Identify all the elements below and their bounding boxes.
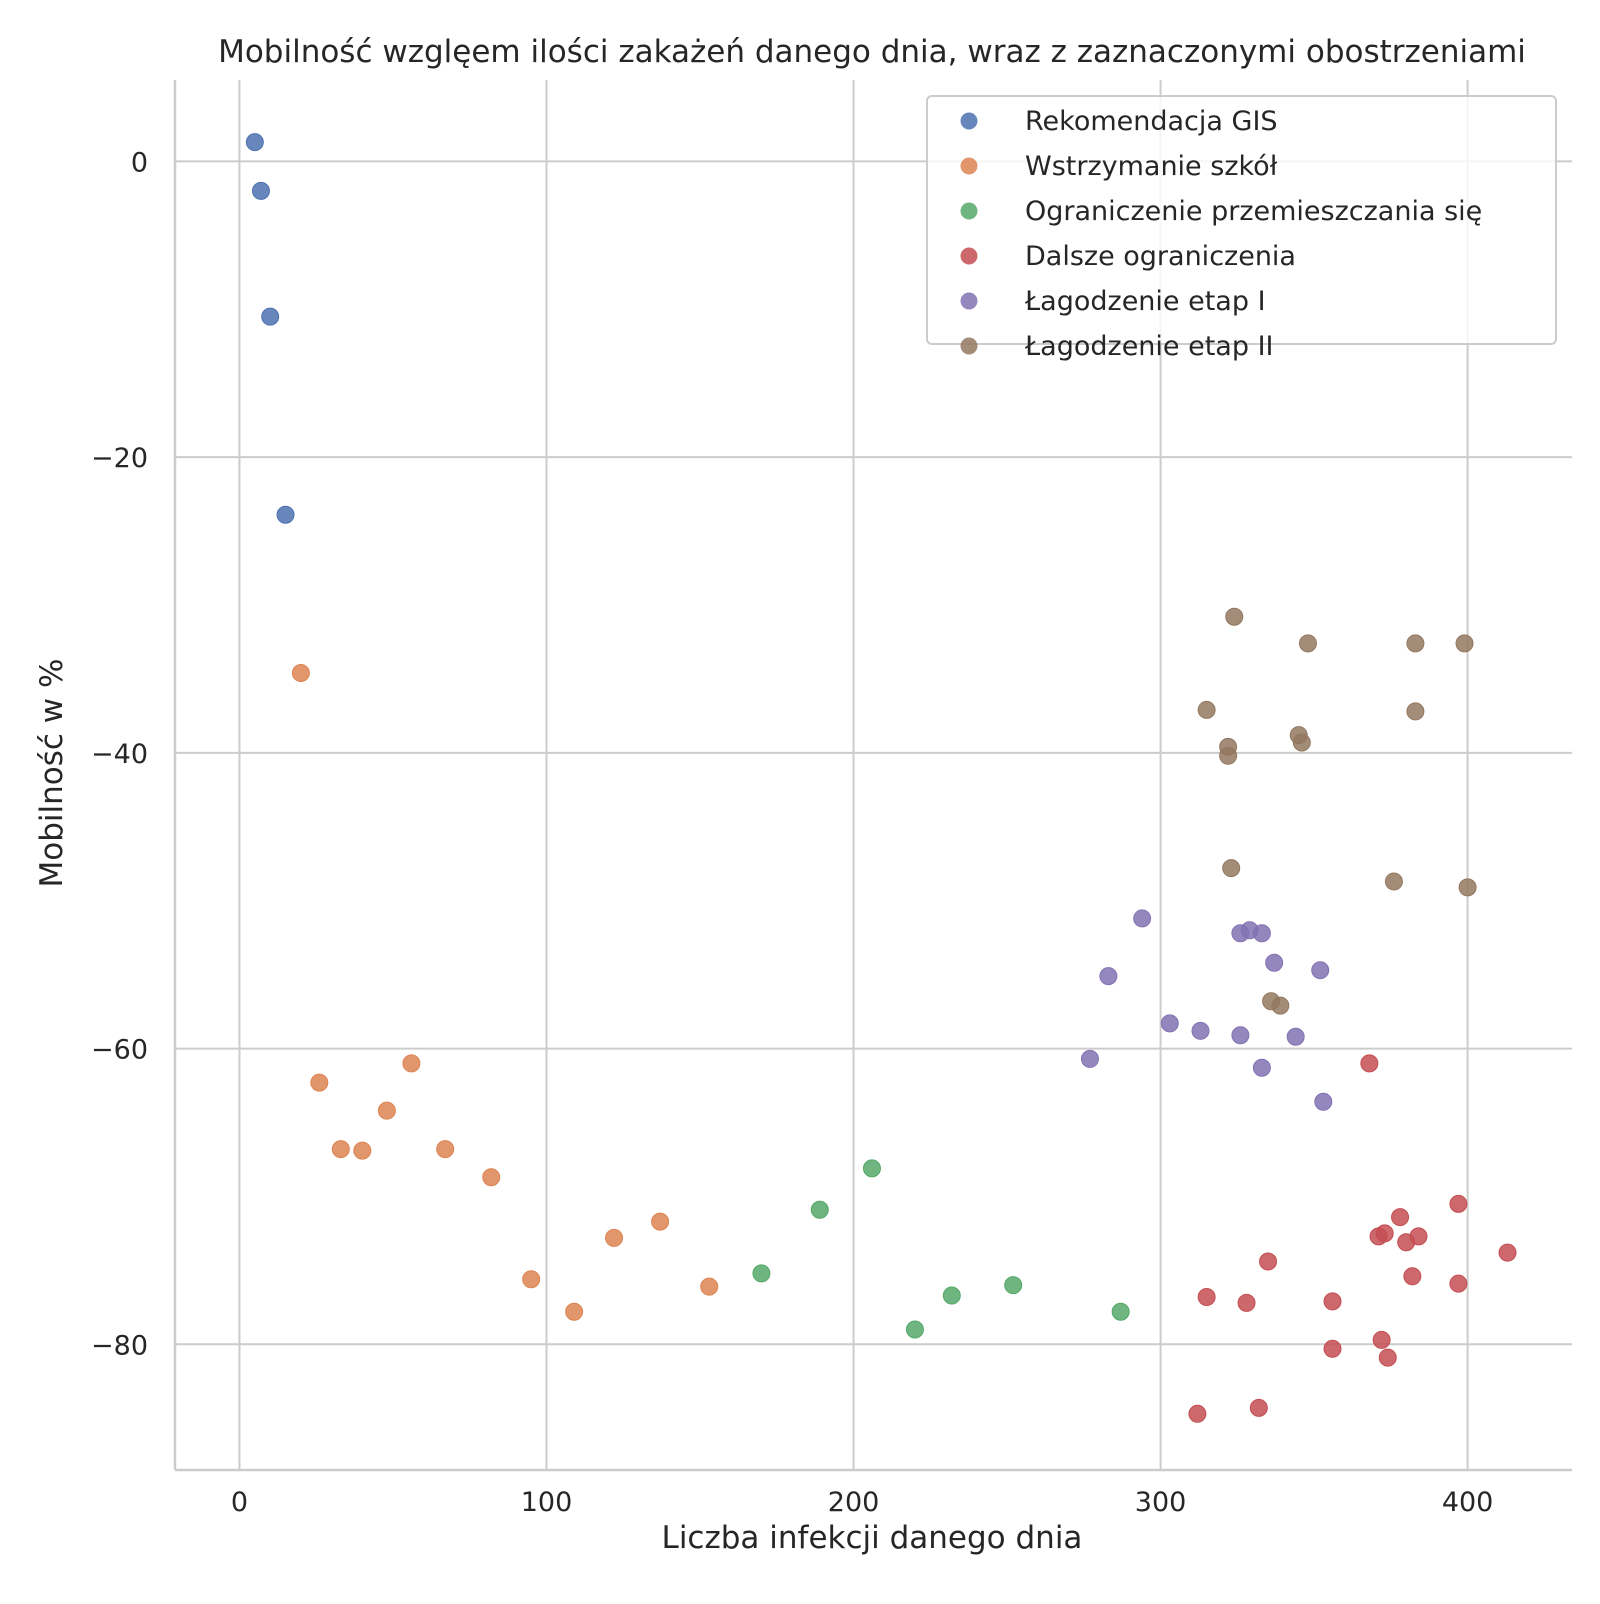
data-point — [1225, 607, 1244, 626]
data-point — [291, 663, 310, 682]
data-point — [1231, 1026, 1250, 1045]
data-point — [1191, 1021, 1210, 1040]
data-point — [942, 1286, 961, 1305]
data-point — [1455, 634, 1474, 653]
x-tick-label: 200 — [828, 1487, 880, 1518]
data-point — [1372, 1330, 1391, 1349]
x-tick-label: 300 — [1135, 1487, 1187, 1518]
data-point — [1111, 1302, 1130, 1321]
data-point — [1099, 967, 1118, 986]
data-point — [1311, 961, 1330, 980]
y-tick-label: −80 — [91, 1330, 148, 1361]
legend-label: Rekomendacja GIS — [1025, 106, 1278, 137]
data-point — [1252, 924, 1271, 943]
data-point — [310, 1073, 329, 1092]
y-tick-label: −40 — [91, 739, 148, 770]
data-point — [810, 1200, 829, 1219]
data-point — [1298, 634, 1317, 653]
data-point — [1265, 953, 1284, 972]
data-point — [1449, 1274, 1468, 1293]
data-point — [1323, 1292, 1342, 1311]
data-point — [862, 1159, 881, 1178]
data-point — [1219, 746, 1238, 765]
data-point — [1449, 1194, 1468, 1213]
legend-label: Ograniczenie przemieszczania się — [1025, 196, 1482, 227]
data-point — [1004, 1276, 1023, 1295]
data-point — [1323, 1339, 1342, 1358]
x-axis-label: Liczba infekcji danego dnia — [662, 1520, 1083, 1556]
data-point — [261, 307, 280, 326]
data-point — [1259, 1252, 1278, 1271]
data-point — [1252, 1058, 1271, 1077]
data-point — [1237, 1293, 1256, 1312]
data-point — [1133, 909, 1152, 928]
data-point — [276, 505, 295, 524]
legend: Rekomendacja GIS Wstrzymanie szkół Ogranic… — [926, 95, 1557, 362]
data-point — [1222, 859, 1241, 878]
data-point — [752, 1264, 771, 1283]
legend-label: Łagodzenie etap I — [1024, 286, 1266, 317]
data-point — [1197, 700, 1216, 719]
legend-box — [926, 95, 1557, 345]
legend-marker — [960, 202, 978, 220]
data-point — [1378, 1348, 1397, 1367]
axes: 0 100 200 300 400 0 −20 −40 −60 −80 — [91, 80, 1572, 1518]
legend-label: Dalsze ograniczenia — [1025, 241, 1296, 272]
data-point — [482, 1168, 501, 1187]
data-point — [245, 133, 264, 152]
legend-marker — [960, 157, 978, 175]
data-point — [1360, 1054, 1379, 1073]
data-point — [651, 1212, 670, 1231]
x-tick-label: 0 — [231, 1487, 248, 1518]
data-point — [402, 1054, 421, 1073]
legend-label: Wstrzymanie szkół — [1025, 151, 1278, 182]
data-point — [1409, 1227, 1428, 1246]
legend-marker — [960, 337, 978, 355]
data-point — [1080, 1049, 1099, 1068]
data-point — [1406, 634, 1425, 653]
data-point — [1271, 996, 1290, 1015]
chart-title: Mobilność wzglęem ilości zakażeń danego … — [218, 34, 1526, 70]
legend-marker — [960, 292, 978, 310]
data-point — [1249, 1398, 1268, 1417]
data-point — [331, 1140, 350, 1159]
data-point — [605, 1228, 624, 1247]
y-tick-label: −60 — [91, 1035, 148, 1066]
x-tick-label: 400 — [1442, 1487, 1494, 1518]
data-point — [1160, 1014, 1179, 1033]
data-point — [1188, 1404, 1207, 1423]
data-point — [1403, 1267, 1422, 1286]
data-point — [1391, 1208, 1410, 1227]
legend-marker — [960, 247, 978, 265]
data-point — [1197, 1287, 1216, 1306]
y-axis-label: Mobilność w % — [34, 659, 70, 888]
legend-marker — [960, 112, 978, 130]
x-tick-label: 100 — [521, 1487, 573, 1518]
data-point — [377, 1101, 396, 1120]
data-point — [522, 1270, 541, 1289]
data-point — [353, 1141, 372, 1160]
data-point — [1286, 1027, 1305, 1046]
data-point — [565, 1302, 584, 1321]
data-point — [1375, 1224, 1394, 1243]
data-point — [1458, 878, 1477, 897]
data-point — [1314, 1092, 1333, 1111]
data-point — [436, 1140, 455, 1159]
y-tick-label: −20 — [91, 443, 148, 474]
data-point — [1406, 702, 1425, 721]
data-point — [1498, 1243, 1517, 1262]
y-tick-label: 0 — [131, 147, 148, 178]
data-points — [245, 133, 1517, 1423]
data-point — [1384, 872, 1403, 891]
data-point — [905, 1320, 924, 1339]
data-point — [1292, 733, 1311, 752]
legend-label: Łagodzenie etap II — [1024, 331, 1274, 362]
data-point — [251, 181, 270, 200]
data-point — [700, 1277, 719, 1296]
